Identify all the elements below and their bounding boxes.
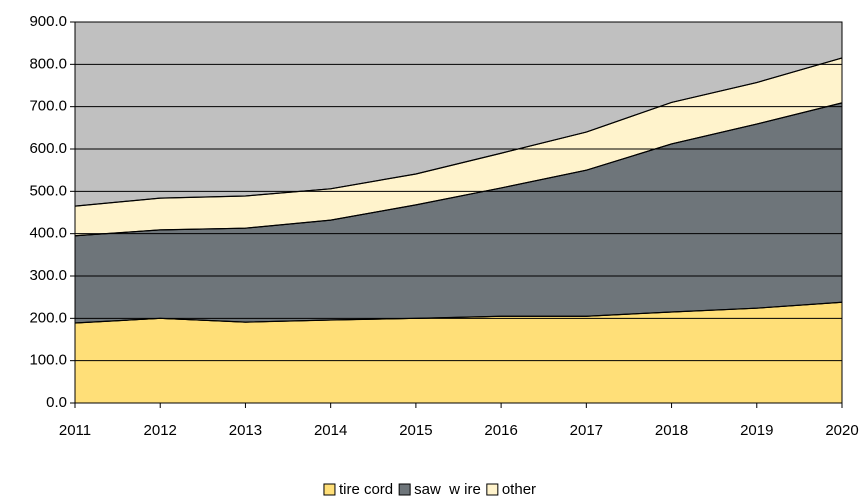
plot-border [74,21,843,404]
area-edge [74,57,843,207]
x-tick-label: 2012 [144,422,177,439]
area-edge [74,102,843,237]
y-tick-label: 100.0 [29,352,67,369]
x-tick-label: 2016 [484,422,517,439]
x-tick-label: 2020 [825,422,858,439]
x-tick-label: 2018 [655,422,688,439]
y-tick-label: 600.0 [29,140,67,157]
y-tick-label: 200.0 [29,309,67,326]
area-edge [74,301,843,324]
legend-swatch [486,483,499,496]
x-tick-label: 2015 [399,422,432,439]
y-tick-label: 400.0 [29,225,67,242]
legend: tire cord saw w ire other [323,481,536,498]
x-tick-label: 2017 [570,422,603,439]
legend-label: saw w ire [414,481,481,498]
y-tick-label: 700.0 [29,98,67,115]
legend-label: other [502,481,536,498]
y-tick-label: 900.0 [29,13,67,30]
legend-swatch [398,483,411,496]
legend-label: tire cord [339,481,393,498]
y-tick-label: 300.0 [29,267,67,284]
x-tick-label: 2013 [229,422,262,439]
y-tick-label: 0.0 [46,394,67,411]
y-tick-label: 500.0 [29,182,67,199]
legend-swatch [323,483,336,496]
y-tick-label: 800.0 [29,55,67,72]
x-tick-label: 2011 [59,422,91,439]
x-tick-label: 2014 [314,422,347,439]
x-tick-label: 2019 [740,422,773,439]
